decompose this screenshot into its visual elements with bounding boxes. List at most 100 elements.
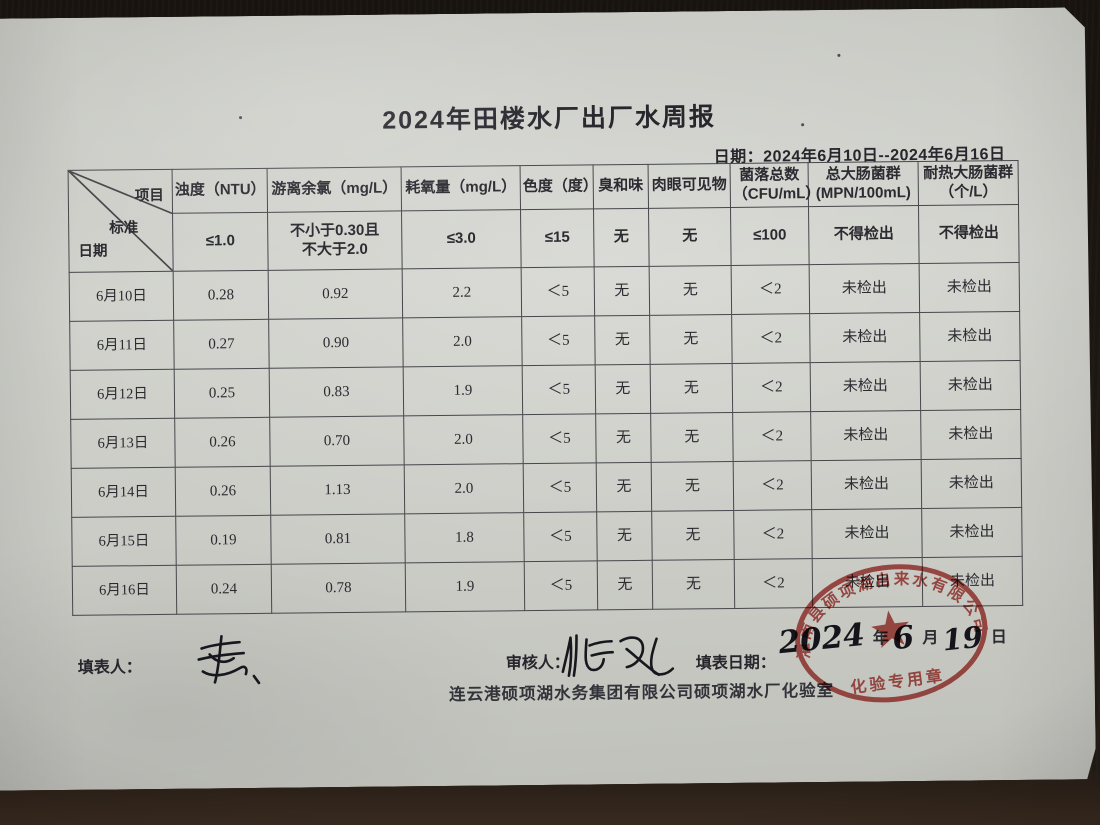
standard-cell: ≤3.0 (402, 210, 522, 269)
row-date: 6月16日 (72, 565, 177, 615)
table-cell: ＜2 (731, 265, 810, 315)
table-cell: ＜2 (734, 510, 813, 560)
column-header: 总大肠菌群 (MPN/100mL) (808, 162, 918, 207)
standard-cell: 不小于0.30且 不大于2.0 (268, 211, 403, 270)
table-cell: 未检出 (811, 459, 922, 509)
table-cell: 0.25 (174, 368, 270, 418)
table-cell: 未检出 (919, 262, 1020, 312)
table-cell: 0.26 (175, 466, 271, 516)
row-date: 6月10日 (69, 271, 174, 321)
table-cell: ＜5 (523, 463, 597, 513)
standard-cell: 无 (649, 207, 732, 266)
row-date: 6月14日 (71, 467, 176, 517)
fill-date-label: 填表日期： (695, 654, 776, 673)
table-cell: 2.2 (402, 268, 522, 318)
table-cell: 未检出 (920, 360, 1021, 410)
header-row: 项目 标准 日期 浊度（NTU） 游离余氯（mg/L） 耗氧量（mg/L） 色度（度）… (68, 160, 1018, 214)
row-date: 6月11日 (70, 320, 175, 370)
table-cell: 未检出 (921, 458, 1022, 508)
row-date: 6月13日 (71, 418, 176, 468)
corner-label-date: 日期 (78, 243, 108, 260)
table-cell: 无 (596, 413, 652, 463)
table-cell: 0.78 (271, 563, 406, 613)
filled-by-label: 填表人： (77, 659, 142, 677)
standard-cell: ≤15 (521, 209, 595, 268)
table-cell: 1.9 (405, 562, 525, 612)
table-cell: 0.24 (176, 564, 272, 614)
svg-text:灌南县硕项湖自来水有限公司: 灌南县硕项湖自来水有限公司 (784, 557, 991, 661)
table-cell: ＜5 (524, 561, 598, 611)
corner-label-item: 项目 (134, 187, 164, 205)
table-cell: 0.70 (270, 416, 405, 466)
table-cell: ＜2 (733, 412, 812, 462)
table-cell: 0.90 (269, 318, 404, 368)
table-cell: 无 (597, 511, 653, 561)
table-cell: ＜5 (524, 512, 598, 562)
table-cell: 未检出 (810, 361, 921, 411)
diagonal-divider (69, 170, 173, 272)
table-cell: 未检出 (920, 311, 1021, 361)
table-cell: 未检出 (810, 312, 921, 362)
table-cell: ＜5 (522, 365, 596, 415)
report-paper: 2024年田楼水厂出厂水周报 日期：2024年6月10日--2024年6月16日… (0, 7, 1096, 791)
paper-speck (837, 54, 840, 57)
table-cell: 1.13 (270, 465, 405, 515)
column-header: 耐热大肠菌群 （个/L） (918, 160, 1018, 205)
table-cell: 无 (651, 461, 734, 511)
table-cell: 无 (595, 315, 651, 365)
table-cell: 2.0 (404, 415, 524, 465)
table-cell: 未检出 (811, 410, 922, 460)
table-cell: 无 (595, 364, 651, 414)
table-cell: 无 (594, 266, 650, 316)
row-date: 6月15日 (72, 516, 177, 566)
table-cell: ＜5 (523, 414, 597, 464)
table-cell: 未检出 (812, 508, 923, 558)
column-header: 浊度（NTU） (172, 168, 267, 213)
table-cell: 无 (650, 314, 733, 364)
table-cell: 未检出 (809, 264, 920, 314)
paper-speck (801, 123, 804, 126)
standards-row: ≤1.0 不小于0.30且 不大于2.0 ≤3.0 ≤15 无无 ≤100 不得检出 不得检出 (69, 204, 1020, 272)
stamp-star-icon (869, 608, 911, 649)
table-cell: 无 (596, 462, 652, 512)
corner-label-standard: 标准 (109, 220, 139, 237)
table-cell: 0.28 (173, 270, 269, 320)
column-header: 菌落总数 （CFU/mL） (730, 163, 808, 208)
column-header: 耗氧量（mg/L） (401, 166, 520, 211)
table-cell: 0.26 (175, 417, 271, 467)
table-cell: 2.0 (403, 317, 523, 367)
standard-cell: ≤100 (731, 207, 810, 266)
table-cell: 未检出 (921, 409, 1022, 459)
standard-cell: ≤1.0 (173, 212, 269, 271)
table-cell: ＜2 (733, 461, 812, 511)
standard-cell: 无 (594, 208, 650, 267)
table-cell: 0.83 (269, 367, 404, 417)
paper-speck (239, 116, 242, 119)
laboratory-name: 连云港硕项湖水务集团有限公司硕项湖水厂化验室 (448, 681, 835, 704)
filled-by-signature (187, 628, 266, 693)
standard-cell: 不得检出 (809, 206, 920, 265)
table-cell: 无 (651, 412, 734, 462)
table-cell: ＜5 (522, 316, 596, 366)
red-lab-stamp: 灌南县硕项湖自来水有限公司 化验专用章 (783, 549, 1001, 722)
reviewed-by-signature (556, 627, 679, 684)
table-cell: 0.19 (176, 515, 272, 565)
row-date: 6月12日 (70, 369, 175, 419)
table-cell: 0.27 (174, 319, 270, 369)
table-cell: 无 (649, 265, 732, 315)
column-header: 肉眼可见物 (648, 163, 730, 208)
table-cell: 1.9 (403, 366, 523, 416)
stamp-ring-text: 灌南县硕项湖自来水有限公司 (784, 557, 991, 661)
table-cell: ＜5 (521, 267, 595, 317)
water-quality-table: 项目 标准 日期 浊度（NTU） 游离余氯（mg/L） 耗氧量（mg/L） 色度（度）… (68, 160, 1024, 616)
column-header: 臭和味 (593, 164, 648, 209)
table-cell: 无 (650, 363, 733, 413)
table-cell: 2.0 (404, 464, 524, 514)
column-header: 色度（度） (520, 165, 593, 210)
corner-header-cell: 项目 标准 日期 (68, 169, 173, 272)
table-cell: 0.81 (271, 514, 406, 564)
standard-cell: 不得检出 (918, 204, 1019, 263)
table-cell: 无 (652, 559, 735, 609)
table-cell: 0.92 (268, 269, 403, 319)
table-cell: 无 (597, 560, 653, 610)
